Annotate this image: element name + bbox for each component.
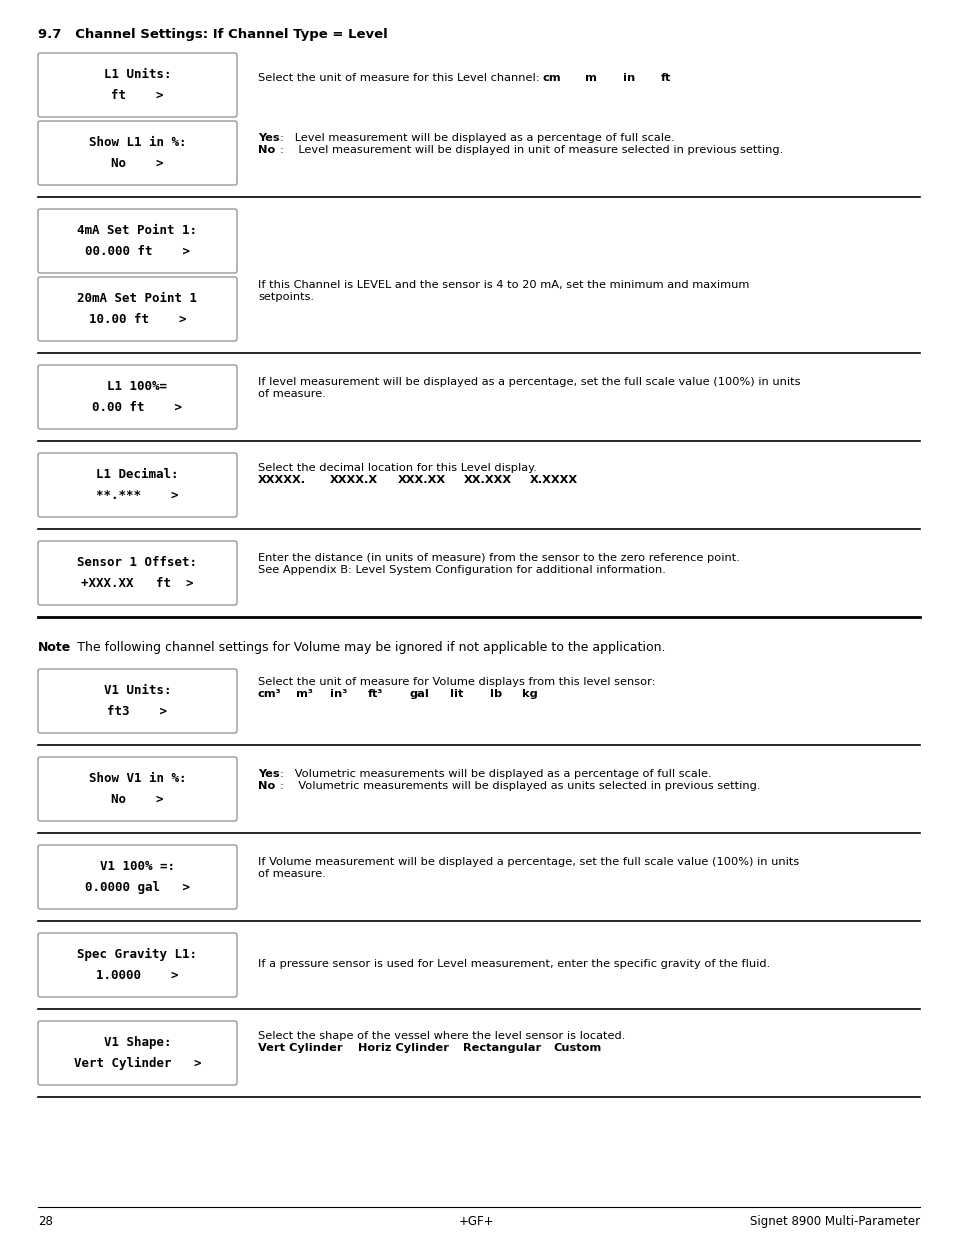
Text: :   Level measurement will be displayed as a percentage of full scale.: : Level measurement will be displayed as… <box>280 133 674 143</box>
Text: No    >: No > <box>112 793 164 806</box>
Text: Enter the distance (in units of measure) from the sensor to the zero reference p: Enter the distance (in units of measure)… <box>257 553 740 563</box>
Text: Custom: Custom <box>553 1044 600 1053</box>
Text: Vert Cylinder   >: Vert Cylinder > <box>73 1057 201 1071</box>
Text: m³: m³ <box>295 689 313 699</box>
Text: gal: gal <box>410 689 430 699</box>
FancyBboxPatch shape <box>38 932 236 997</box>
Text: in³: in³ <box>330 689 347 699</box>
FancyBboxPatch shape <box>38 845 236 909</box>
Text: L1 100%=: L1 100%= <box>108 379 168 393</box>
Text: in: in <box>622 73 635 83</box>
Text: :  The following channel settings for Volume may be ignored if not applicable to: : The following channel settings for Vol… <box>65 641 665 655</box>
FancyBboxPatch shape <box>38 541 236 605</box>
Text: Show V1 in %:: Show V1 in %: <box>89 772 186 784</box>
Text: Rectangular: Rectangular <box>462 1044 540 1053</box>
Text: See Appendix B: Level System Configuration for additional information.: See Appendix B: Level System Configurati… <box>257 566 665 576</box>
Text: Sensor 1 Offset:: Sensor 1 Offset: <box>77 556 197 568</box>
Text: X.XXXX: X.XXXX <box>530 475 578 485</box>
Text: No: No <box>257 146 275 156</box>
Text: 10.00 ft    >: 10.00 ft > <box>89 314 186 326</box>
Text: L1 Decimal:: L1 Decimal: <box>96 468 178 480</box>
Text: :    Level measurement will be displayed in unit of measure selected in previous: : Level measurement will be displayed in… <box>280 146 782 156</box>
Text: Note: Note <box>38 641 71 655</box>
Text: +GF+: +GF+ <box>458 1215 495 1228</box>
Text: ft    >: ft > <box>112 89 164 103</box>
FancyBboxPatch shape <box>38 277 236 341</box>
Text: kg: kg <box>521 689 537 699</box>
Text: ft3    >: ft3 > <box>108 705 168 719</box>
Text: Spec Gravity L1:: Spec Gravity L1: <box>77 947 197 961</box>
Text: XX.XXX: XX.XXX <box>463 475 512 485</box>
Text: :   Volumetric measurements will be displayed as a percentage of full scale.: : Volumetric measurements will be displa… <box>280 769 711 779</box>
Text: 1.0000    >: 1.0000 > <box>96 969 178 982</box>
Text: Show L1 in %:: Show L1 in %: <box>89 136 186 148</box>
Text: of measure.: of measure. <box>257 869 326 879</box>
Text: 0.0000 gal   >: 0.0000 gal > <box>85 882 190 894</box>
Text: Horiz Cylinder: Horiz Cylinder <box>357 1044 449 1053</box>
Text: Select the unit of measure for this Level channel:: Select the unit of measure for this Leve… <box>257 73 539 83</box>
Text: 9.7   Channel Settings: If Channel Type = Level: 9.7 Channel Settings: If Channel Type = … <box>38 28 387 41</box>
Text: V1 Shape:: V1 Shape: <box>104 1036 172 1049</box>
Text: V1 100% =:: V1 100% =: <box>100 860 174 873</box>
Text: XXXX.X: XXXX.X <box>330 475 377 485</box>
Text: 0.00 ft    >: 0.00 ft > <box>92 401 182 414</box>
Text: ft: ft <box>660 73 671 83</box>
Text: :    Volumetric measurements will be displayed as units selected in previous set: : Volumetric measurements will be displa… <box>280 782 760 792</box>
Text: cm³: cm³ <box>257 689 281 699</box>
Text: ft³: ft³ <box>368 689 383 699</box>
Text: Signet 8900 Multi-Parameter: Signet 8900 Multi-Parameter <box>749 1215 919 1228</box>
Text: If Volume measurement will be displayed a percentage, set the full scale value (: If Volume measurement will be displayed … <box>257 857 799 867</box>
FancyBboxPatch shape <box>38 669 236 734</box>
FancyBboxPatch shape <box>38 757 236 821</box>
FancyBboxPatch shape <box>38 121 236 185</box>
Text: 00.000 ft    >: 00.000 ft > <box>85 246 190 258</box>
Text: setpoints.: setpoints. <box>257 293 314 303</box>
Text: 4mA Set Point 1:: 4mA Set Point 1: <box>77 224 197 237</box>
Text: No    >: No > <box>112 157 164 170</box>
Text: lit: lit <box>450 689 463 699</box>
Text: If this Channel is LEVEL and the sensor is 4 to 20 mA, set the minimum and maxim: If this Channel is LEVEL and the sensor … <box>257 280 749 290</box>
FancyBboxPatch shape <box>38 366 236 429</box>
Text: 28: 28 <box>38 1215 52 1228</box>
Text: Yes: Yes <box>257 133 279 143</box>
Text: Select the unit of measure for Volume displays from this level sensor:: Select the unit of measure for Volume di… <box>257 677 655 687</box>
FancyBboxPatch shape <box>38 209 236 273</box>
Text: XXXXX.: XXXXX. <box>257 475 306 485</box>
Text: of measure.: of measure. <box>257 389 326 399</box>
Text: m: m <box>584 73 597 83</box>
Text: Yes: Yes <box>257 769 279 779</box>
Text: V1 Units:: V1 Units: <box>104 684 172 697</box>
Text: If a pressure sensor is used for Level measurement, enter the specific gravity o: If a pressure sensor is used for Level m… <box>257 960 769 969</box>
Text: 20mA Set Point 1: 20mA Set Point 1 <box>77 291 197 305</box>
Text: XXX.XX: XXX.XX <box>397 475 446 485</box>
Text: Select the decimal location for this Level display.: Select the decimal location for this Lev… <box>257 463 537 473</box>
Text: If level measurement will be displayed as a percentage, set the full scale value: If level measurement will be displayed a… <box>257 377 800 387</box>
FancyBboxPatch shape <box>38 1021 236 1086</box>
Text: lb: lb <box>490 689 501 699</box>
Text: **.***    >: **.*** > <box>96 489 178 503</box>
Text: Vert Cylinder: Vert Cylinder <box>257 1044 342 1053</box>
FancyBboxPatch shape <box>38 53 236 117</box>
Text: cm: cm <box>542 73 561 83</box>
Text: Select the shape of the vessel where the level sensor is located.: Select the shape of the vessel where the… <box>257 1031 625 1041</box>
Text: No: No <box>257 782 275 792</box>
FancyBboxPatch shape <box>38 453 236 517</box>
Text: +XXX.XX   ft  >: +XXX.XX ft > <box>81 577 193 590</box>
Text: L1 Units:: L1 Units: <box>104 68 172 80</box>
